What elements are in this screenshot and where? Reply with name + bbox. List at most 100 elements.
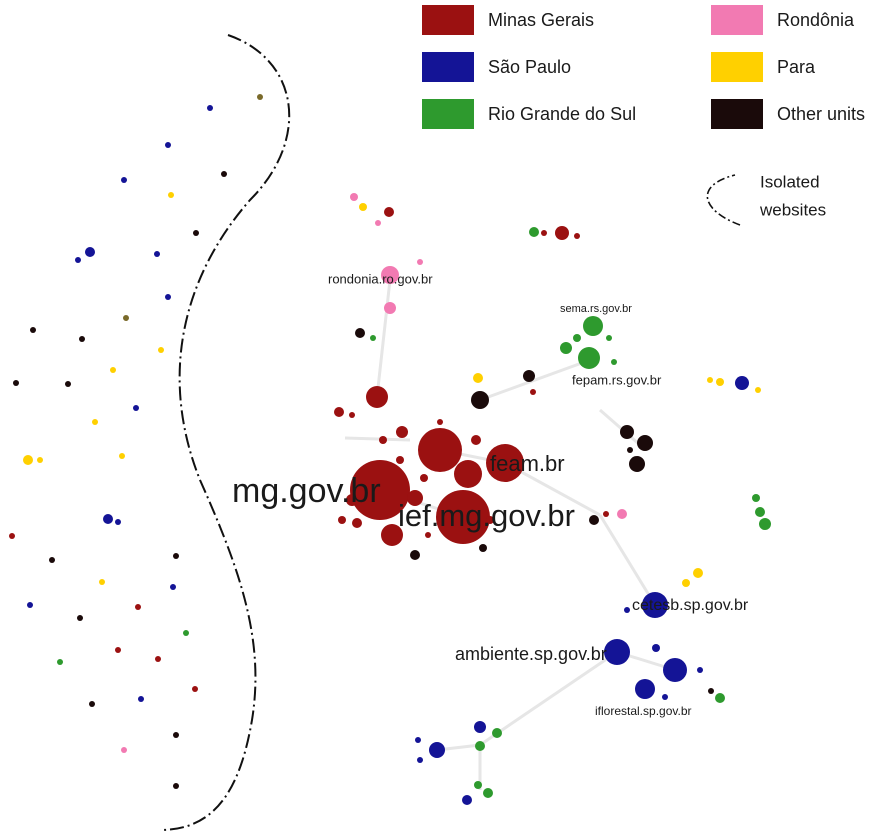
node: [57, 659, 63, 665]
node: [192, 686, 198, 692]
node: [384, 302, 396, 314]
node: [110, 367, 116, 373]
node: [396, 426, 408, 438]
legend-swatch: [711, 99, 763, 129]
node: [578, 347, 600, 369]
node: [759, 518, 771, 530]
node: [429, 742, 445, 758]
legend-label: Other units: [777, 104, 865, 124]
legend-label: Rio Grande do Sul: [488, 104, 636, 124]
node: [418, 428, 462, 472]
node: [407, 490, 423, 506]
node: [415, 737, 421, 743]
node: [75, 257, 81, 263]
node: [697, 667, 703, 673]
node: [381, 266, 399, 284]
node: [173, 553, 179, 559]
node: [350, 193, 358, 201]
node: [355, 328, 365, 338]
node: [473, 373, 483, 383]
node: [716, 378, 724, 386]
node: [346, 494, 358, 506]
node: [115, 647, 121, 653]
node: [173, 783, 179, 789]
node-label: mg.gov.br: [232, 472, 381, 510]
node: [755, 387, 761, 393]
node: [221, 171, 227, 177]
node: [708, 688, 714, 694]
legend-swatch: [422, 99, 474, 129]
node-label: cetesb.sp.gov.br: [632, 597, 749, 614]
node: [155, 656, 161, 662]
node-label: fepam.rs.gov.br: [572, 372, 662, 387]
node: [338, 516, 346, 524]
node: [425, 532, 431, 538]
legend-label: São Paulo: [488, 57, 571, 77]
node: [523, 370, 535, 382]
node: [121, 747, 127, 753]
node: [555, 226, 569, 240]
node: [49, 557, 55, 563]
legend-label: Minas Gerais: [488, 10, 594, 30]
edge: [598, 514, 657, 606]
node: [183, 630, 189, 636]
node: [396, 456, 404, 464]
node: [471, 391, 489, 409]
node: [170, 584, 176, 590]
node: [693, 568, 703, 578]
node: [79, 336, 85, 342]
node: [123, 315, 129, 321]
node: [257, 94, 263, 100]
node: [165, 294, 171, 300]
legend-swatch: [711, 52, 763, 82]
node: [492, 728, 502, 738]
node: [475, 741, 485, 751]
node: [138, 696, 144, 702]
legend-label: Rondônia: [777, 10, 855, 30]
node-label: feam.br: [490, 451, 565, 476]
node: [349, 412, 355, 418]
node: [168, 192, 174, 198]
node: [370, 335, 376, 341]
node: [207, 105, 213, 111]
node: [379, 436, 387, 444]
edge: [479, 650, 618, 747]
isolated-legend-curve: [706, 174, 741, 226]
isolated-note: websites: [759, 200, 826, 219]
node: [37, 457, 43, 463]
node: [752, 494, 760, 502]
legend-swatch: [711, 5, 763, 35]
node: [637, 435, 653, 451]
node: [359, 203, 367, 211]
node: [375, 220, 381, 226]
node: [624, 607, 630, 613]
node: [454, 460, 482, 488]
node: [682, 579, 690, 587]
node: [436, 490, 490, 544]
node: [642, 592, 668, 618]
isolated-note: Isolated: [760, 172, 820, 191]
node-label: ambiente.sp.gov.br: [455, 644, 607, 664]
node: [707, 377, 713, 383]
node: [103, 514, 113, 524]
node: [119, 453, 125, 459]
node: [420, 474, 428, 482]
node: [92, 419, 98, 425]
node: [115, 519, 121, 525]
legend-swatch: [422, 5, 474, 35]
node: [65, 381, 71, 387]
node: [417, 757, 423, 763]
legend: Minas Gerais São Paulo Rio Grande do Sul Ro…: [422, 5, 865, 129]
node: [483, 788, 493, 798]
node: [652, 644, 660, 652]
node: [121, 177, 127, 183]
node: [574, 233, 580, 239]
node: [334, 407, 344, 417]
node: [381, 524, 403, 546]
node: [85, 247, 95, 257]
legend-swatch: [422, 52, 474, 82]
labels: rondonia.ro.gov.br sema.rs.gov.br fepam.…: [232, 271, 749, 718]
edge: [375, 279, 392, 398]
node: [471, 435, 481, 445]
node: [560, 342, 572, 354]
